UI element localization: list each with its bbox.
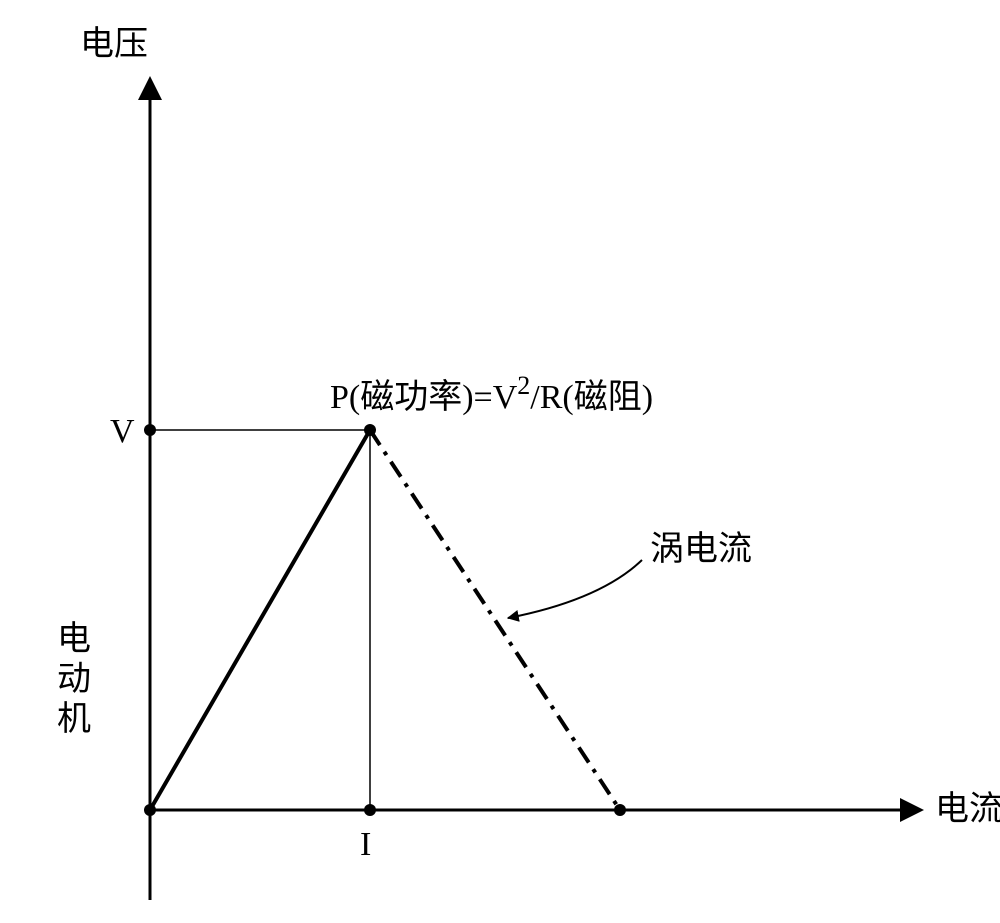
formula-suffix: /R(磁阻) <box>530 378 653 416</box>
y-axis-label: 电压 <box>80 25 148 63</box>
x-axis-label: 电流 <box>935 790 1000 828</box>
eddy-label: 涡电流 <box>650 530 752 568</box>
dash-end-point <box>614 804 626 816</box>
eddy-current-line <box>370 430 620 810</box>
v-axis-point <box>144 424 156 436</box>
p-point <box>364 424 376 436</box>
formula-label: P(磁功率)=V2/R(磁阻) <box>330 371 653 416</box>
i-axis-point <box>364 804 376 816</box>
formula-exp: 2 <box>517 371 530 400</box>
motor-label: 电动机 <box>52 620 91 740</box>
eddy-leader-line <box>508 560 642 618</box>
v-label: V <box>110 413 135 450</box>
i-label: I <box>360 826 371 863</box>
origin-point <box>144 804 156 816</box>
motor-line <box>150 430 370 810</box>
formula-prefix: P(磁功率)=V <box>330 378 518 416</box>
